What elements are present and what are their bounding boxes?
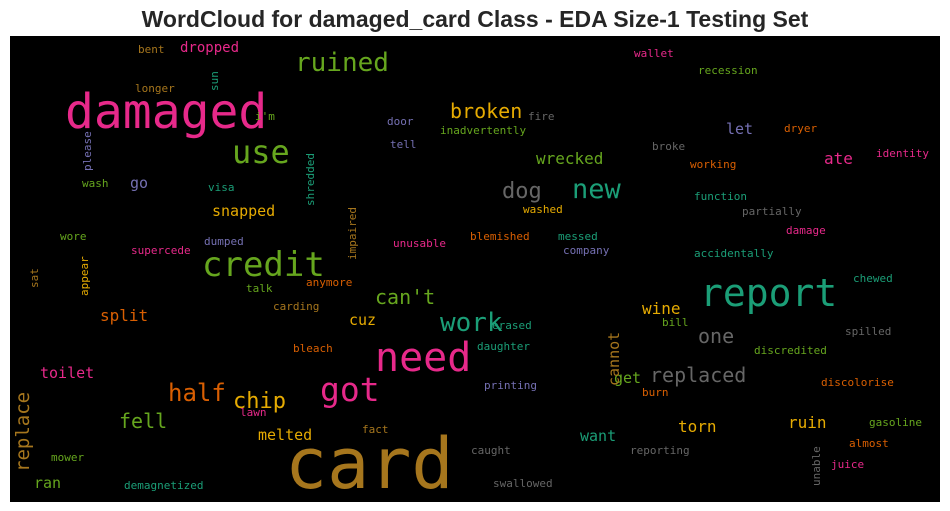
word-blemished: blemished <box>470 230 530 243</box>
word-fact: fact <box>362 423 389 436</box>
word-sun: sun <box>208 71 221 91</box>
word-printing: printing <box>484 379 537 392</box>
word-want: want <box>580 427 616 445</box>
word-toilet: toilet <box>40 364 94 382</box>
word-washed: washed <box>523 203 563 216</box>
word-please: please <box>81 131 94 171</box>
word-bent: bent <box>138 43 165 56</box>
wordcloud-canvas: card damaged need report credit got use new ruin… <box>10 36 940 502</box>
word-one: one <box>698 324 734 348</box>
word-juice: juice <box>831 458 864 471</box>
word-new: new <box>572 174 622 205</box>
word-anymore: anymore <box>306 276 352 289</box>
word-shredded: shredded <box>304 153 317 206</box>
word-got: got <box>320 370 380 409</box>
word-wine: wine <box>642 299 681 318</box>
word-working: working <box>690 158 736 171</box>
word-fire: fire <box>528 110 555 123</box>
word-chip: chip <box>233 389 286 414</box>
word-wash: wash <box>82 177 109 190</box>
word-reporting: reporting <box>630 444 690 457</box>
word-report: report <box>700 271 837 315</box>
word-let: let <box>726 120 753 138</box>
word-spilled: spilled <box>845 325 891 338</box>
word-dropped: dropped <box>180 40 239 56</box>
word-damage: damage <box>786 224 826 237</box>
word-appear: appear <box>78 256 91 296</box>
word-can-t: can't <box>375 285 435 309</box>
word-sat: sat <box>28 268 41 288</box>
word-bleach: bleach <box>293 342 333 355</box>
word-company: company <box>563 244 610 257</box>
word-get: get <box>614 369 641 387</box>
word-door: door <box>387 115 414 128</box>
word-bill: bill <box>662 316 689 329</box>
word-carding: carding <box>273 300 319 313</box>
word-accidentally: accidentally <box>694 247 774 260</box>
word-unusable: unusable <box>393 237 446 250</box>
word-identity: identity <box>876 147 929 160</box>
word-unable: unable <box>810 446 823 486</box>
word-chewed: chewed <box>853 272 893 285</box>
word-fell: fell <box>119 409 167 433</box>
word-wallet: wallet <box>634 47 674 60</box>
word-go: go <box>130 174 148 192</box>
word-need: need <box>375 335 471 381</box>
word-work: work <box>440 308 503 338</box>
word-credit: credit <box>202 245 325 285</box>
word-use: use <box>232 133 290 171</box>
word-demagnetized: demagnetized <box>124 479 203 492</box>
word-card: card <box>285 423 454 502</box>
word-supercede: supercede <box>131 244 191 257</box>
word-half: half <box>168 379 226 407</box>
word-i-m: i'm <box>255 110 275 123</box>
word-replace: replace <box>12 392 34 472</box>
word-tell: tell <box>390 138 417 151</box>
word-lawn: lawn <box>240 406 267 419</box>
word-inadvertently: inadvertently <box>440 124 526 137</box>
chart-title: WordCloud for damaged_card Class - EDA S… <box>141 6 809 32</box>
word-broken: broken <box>450 99 522 123</box>
word-mower: mower <box>51 451 84 464</box>
word-wore: wore <box>60 230 87 243</box>
word-visa: visa <box>208 181 235 194</box>
wordcloud-svg: card damaged need report credit got use new ruin… <box>12 40 929 502</box>
word-melted: melted <box>258 426 312 444</box>
word-ran: ran <box>34 474 61 492</box>
word-partially: partially <box>742 205 802 218</box>
word-erased: erased <box>492 319 532 332</box>
word-ruin: ruin <box>788 413 827 432</box>
word-broke: broke <box>652 140 685 153</box>
word-dog: dog <box>502 179 542 204</box>
word-talk: talk <box>246 282 273 295</box>
word-almost: almost <box>849 437 889 450</box>
word-daughter: daughter <box>477 340 530 353</box>
word-burn: burn <box>642 386 669 399</box>
word-damaged: damaged <box>65 84 267 140</box>
word-dryer: dryer <box>784 122 817 135</box>
word-wrecked: wrecked <box>536 149 603 168</box>
word-impaired: impaired <box>346 207 359 260</box>
word-cuz: cuz <box>349 311 376 329</box>
word-messed: messed <box>558 230 598 243</box>
word-torn: torn <box>678 417 717 436</box>
word-caught: caught <box>471 444 511 457</box>
word-replaced: replaced <box>650 363 746 387</box>
word-swallowed: swallowed <box>493 477 553 490</box>
word-discredited: discredited <box>754 344 827 357</box>
word-gasoline: gasoline <box>869 416 922 429</box>
word-discolorise: discolorise <box>821 376 894 389</box>
word-ruined: ruined <box>295 48 389 78</box>
word-cannot: cannot <box>605 332 623 386</box>
word-dumped: dumped <box>204 235 244 248</box>
word-recession: recession <box>698 64 758 77</box>
word-ate: ate <box>824 149 853 168</box>
word-split: split <box>100 306 148 325</box>
word-function: function <box>694 190 747 203</box>
word-snapped: snapped <box>212 202 275 220</box>
word-longer: longer <box>135 82 175 95</box>
